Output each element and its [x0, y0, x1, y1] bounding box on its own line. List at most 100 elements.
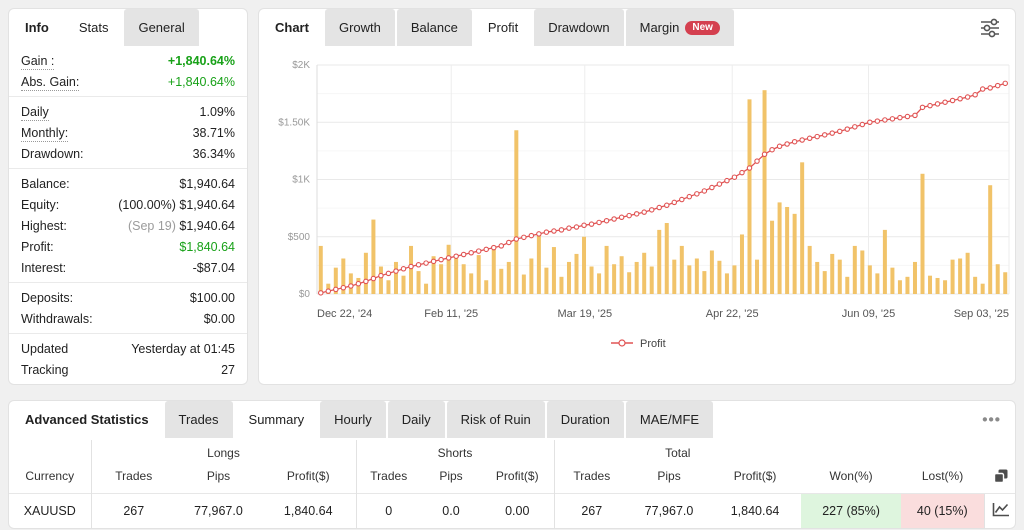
table-column-header-row: Currency Trades Pips Profit($) Trades Pips Pro…: [9, 462, 1015, 494]
cell-trades-4: 0: [355, 493, 421, 528]
profit-chart-svg[interactable]: $0 $500 $1K $1.50K $2K Dec 22, '24 Feb 11, '25…: [259, 46, 1016, 385]
profit-chart[interactable]: $0 $500 $1K $1.50K $2K Dec 22, '24 Feb 11, '25…: [259, 46, 1016, 385]
cell-trades-1: 267: [90, 493, 176, 528]
stat-group: Balance: $1,940.64 Equity: (100.00%) $1,940…: [9, 168, 247, 282]
tab-summary[interactable]: Summary: [234, 401, 319, 438]
tab-balance[interactable]: Balance: [396, 9, 472, 46]
chart-settings-sliders-icon[interactable]: [979, 18, 1001, 38]
legend-item-profit[interactable]: Profit: [611, 338, 666, 350]
tab-label: General: [138, 20, 185, 35]
column-header-profit-9: Profit($): [733, 468, 777, 483]
stat-row-withdrawals: Withdrawals: $0.00: [9, 308, 247, 329]
cell-lost-11: 40 (15%): [901, 493, 985, 528]
tab-drawdown[interactable]: Drawdown: [534, 9, 624, 46]
stat-row-balance: Balance: $1,940.64: [9, 173, 247, 194]
advanced-statistics-title: Advanced Statistics: [25, 412, 149, 427]
stat-value: -$87.04: [192, 260, 235, 275]
stat-value: $1,940.64: [179, 176, 235, 191]
tab-label: MAE/MFE: [639, 412, 700, 427]
stat-row-equity: Equity: (100.00%) $1,940.64: [9, 194, 247, 215]
tab-label: Daily: [401, 412, 431, 427]
stat-label: Daily: [21, 104, 49, 121]
column-header-currency-0: Currency: [25, 468, 75, 483]
cell-pips-2: 77,967.0: [176, 493, 261, 528]
stat-label: Equity:: [21, 197, 60, 212]
tab-trades[interactable]: Trades: [164, 401, 233, 438]
tab-general[interactable]: General: [124, 9, 199, 46]
stat-label: Withdrawals:: [21, 311, 93, 326]
stat-row-highest: Highest: (Sep 19) $1,940.64: [9, 215, 247, 236]
column-header-pips-8: Pips: [657, 468, 681, 483]
more-options-icon[interactable]: •••: [982, 411, 1001, 428]
tab-label: Risk of Ruin: [460, 412, 531, 427]
copy-icon[interactable]: [993, 468, 1009, 484]
stat-label: Deposits:: [21, 290, 74, 305]
cell-profit-3: 1,840.64: [261, 493, 356, 528]
advanced-statistics-card: Advanced Statistics Trades Summary Hourly D…: [8, 400, 1016, 529]
y-axis-label: $500: [288, 232, 311, 243]
tab-hourly[interactable]: Hourly: [320, 401, 386, 438]
stat-row-monthly: Monthly: 38.71%: [9, 122, 247, 143]
stat-value: +1,840.64%: [167, 74, 235, 89]
x-axis-label: Mar 19, '25: [557, 308, 612, 320]
stat-row-gain: Gain : +1,840.64%: [9, 50, 247, 71]
stat-group: Updated Yesterday at 01:45 Tracking 27: [9, 333, 247, 384]
tab-label: Hourly: [334, 412, 372, 427]
stat-value: (100.00%) $1,940.64: [118, 197, 235, 212]
stat-row-daily: Daily 1.09%: [9, 101, 247, 122]
tab-daily[interactable]: Daily: [387, 401, 445, 438]
column-header-pips-2: Pips: [206, 468, 231, 483]
x-axis-label: Jun 09, '25: [842, 308, 895, 320]
info-card: Info Stats General Gain : +1,840.64% Abs. G…: [8, 8, 248, 385]
advanced-statistics-header: Advanced Statistics Trades Summary Hourly D…: [9, 401, 1015, 438]
tab-label: Balance: [410, 20, 458, 35]
statistics-tabs: Trades Summary Hourly Daily Risk of Ruin Dura…: [164, 401, 716, 438]
group-header-shorts: Shorts: [355, 440, 555, 462]
tab-margin[interactable]: Margin New: [625, 9, 734, 46]
stat-group: Gain : +1,840.64% Abs. Gain: +1,840.64%: [9, 46, 247, 96]
stat-value: (Sep 19) $1,940.64: [127, 218, 235, 233]
x-axis-label: Apr 22, '25: [706, 308, 759, 320]
chart-tabs: Growth Balance Profit Drawdown Margin New: [324, 9, 736, 46]
tab-label: Growth: [338, 20, 381, 35]
tab-label: Profit: [487, 20, 519, 35]
cell-trades-7: 267: [553, 493, 630, 528]
tab-profit[interactable]: Profit: [473, 9, 533, 46]
tab-label: Margin: [639, 20, 680, 35]
chart-card-header: Chart Growth Balance Profit Drawdown Margin N…: [259, 9, 1015, 46]
open-chart-icon[interactable]: [992, 502, 1010, 517]
group-header-longs: Longs: [90, 440, 356, 462]
summary-table: Longs Shorts Total Currency Trades Pips Profit…: [9, 440, 1015, 528]
stat-value: 36.34%: [192, 146, 235, 161]
tab-duration[interactable]: Duration: [546, 401, 624, 438]
tab-stats[interactable]: Stats: [64, 9, 123, 46]
tab-label: Summary: [248, 412, 305, 427]
stat-value: Yesterday at 01:45: [131, 341, 235, 356]
stat-row-profit: Profit: $1,840.64: [9, 236, 247, 257]
cell-profit-6: 0.00: [481, 493, 555, 528]
cell-pips-5: 0.0: [421, 493, 481, 528]
stat-value: 1.09%: [199, 104, 235, 119]
x-axis-label: Dec 22, '24: [317, 308, 372, 320]
y-axis-label: $1K: [292, 175, 310, 186]
stat-row-updated: Updated Yesterday at 01:45: [9, 338, 247, 359]
column-header-trades-1: Trades: [90, 462, 176, 494]
tab-risk-of-ruin[interactable]: Risk of Ruin: [446, 401, 545, 438]
info-card-title: Info: [25, 20, 49, 35]
stat-label: Monthly:: [21, 125, 69, 142]
bars-layer: [318, 90, 1008, 294]
chart-card-title: Chart: [275, 20, 309, 35]
x-axis-label: Feb 11, '25: [424, 308, 478, 320]
cell-pips-8: 77,967.0: [629, 493, 710, 528]
tab-mae-mfe[interactable]: MAE/MFE: [625, 401, 714, 438]
x-axis-label: Sep 03, '25: [954, 308, 1009, 320]
stat-label: Abs. Gain:: [21, 74, 80, 91]
y-axis-label: $2K: [292, 60, 310, 71]
column-header-lost-11: Lost(%): [921, 468, 964, 483]
tab-growth[interactable]: Growth: [324, 9, 395, 46]
tab-label: Duration: [560, 412, 610, 427]
stat-label: Drawdown:: [21, 146, 84, 161]
stat-label: Interest:: [21, 260, 67, 275]
stat-row-tracking: Tracking 27: [9, 359, 247, 380]
stat-value: +1,840.64%: [167, 53, 235, 68]
